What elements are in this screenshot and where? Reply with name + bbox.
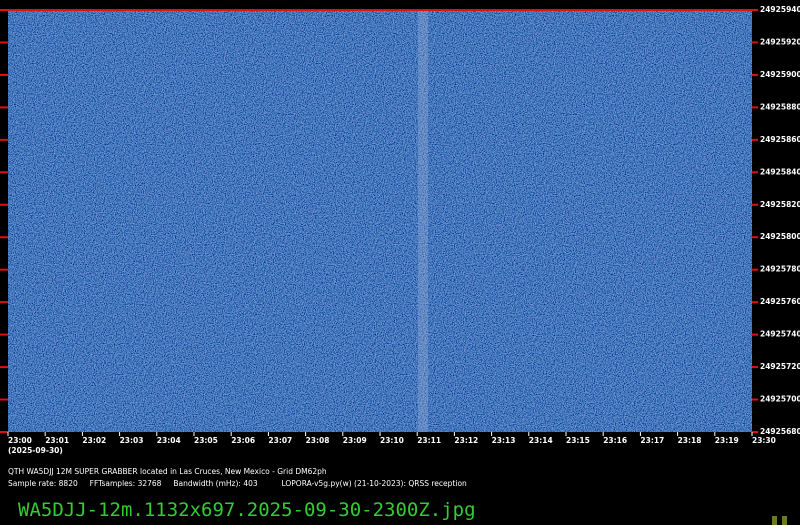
y-tick-label: 24925700 bbox=[760, 395, 800, 404]
y-tick-label: 24925900 bbox=[760, 70, 800, 79]
x-tick-label: 23:16 bbox=[603, 436, 627, 445]
y-tick-label: 24925840 bbox=[760, 167, 800, 176]
y-tick-label: 24925940 bbox=[760, 5, 800, 14]
x-tick-label: 23:05 bbox=[194, 436, 218, 445]
carrier-trace bbox=[418, 10, 428, 432]
x-tick-label: 23:03 bbox=[120, 436, 144, 445]
y-tick-label: 24925780 bbox=[760, 265, 800, 274]
x-tick-label: 23:13 bbox=[492, 436, 516, 445]
x-tick-label: 23:04 bbox=[157, 436, 181, 445]
y-tick-label: 24925860 bbox=[760, 135, 800, 144]
x-tick-label: 23:02 bbox=[82, 436, 106, 445]
y-tick-label: 24925740 bbox=[760, 330, 800, 339]
y-tick-label: 24925720 bbox=[760, 362, 800, 371]
y-tick-label: 24925760 bbox=[760, 297, 800, 306]
date-label: (2025-09-30) bbox=[8, 446, 63, 455]
info-line: QTH WA5DJJ 12M SUPER GRABBER located in … bbox=[8, 467, 327, 476]
x-tick-label: 23:14 bbox=[529, 436, 553, 445]
y-tick-label: 24925800 bbox=[760, 232, 800, 241]
x-tick-label: 23:09 bbox=[343, 436, 367, 445]
waterfall-noise bbox=[8, 10, 752, 432]
x-tick-label: 23:06 bbox=[231, 436, 255, 445]
y-tick-label: 24925880 bbox=[760, 102, 800, 111]
y-tick-label: 24925820 bbox=[760, 200, 800, 209]
x-tick-label: 23:15 bbox=[566, 436, 590, 445]
x-tick-label: 23:07 bbox=[268, 436, 292, 445]
decoration bbox=[772, 516, 777, 525]
x-tick-label: 23:12 bbox=[454, 436, 478, 445]
x-tick-label: 23:01 bbox=[45, 436, 69, 445]
x-tick-label: 23:08 bbox=[306, 436, 330, 445]
x-tick-label: 23:30 bbox=[752, 436, 776, 445]
x-tick-label: 23:19 bbox=[715, 436, 739, 445]
info-line: Sample rate: 8820 FFTsamples: 32768 Band… bbox=[8, 479, 467, 488]
x-tick-label: 23:18 bbox=[678, 436, 702, 445]
x-tick-label: 23:17 bbox=[640, 436, 664, 445]
x-tick-label: 23:11 bbox=[417, 436, 441, 445]
y-tick-label: 24925920 bbox=[760, 37, 800, 46]
x-tick-label: 23:10 bbox=[380, 436, 404, 445]
decoration bbox=[782, 516, 787, 525]
y-tick-label: 24925680 bbox=[760, 427, 800, 436]
x-tick-label: 23:00 bbox=[8, 436, 32, 445]
filename: WA5DJJ-12m.1132x697.2025-09-30-2300Z.jpg bbox=[18, 499, 476, 521]
